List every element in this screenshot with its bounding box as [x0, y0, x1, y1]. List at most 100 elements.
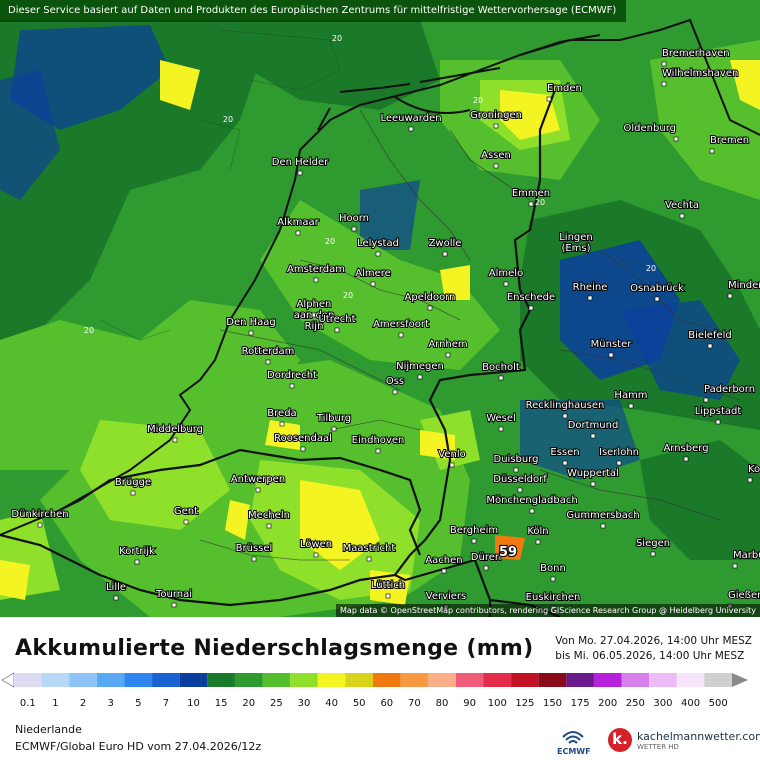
- isoline-labels: 20 20 20 20 20 20 20 20: [84, 34, 656, 335]
- city-label: Mecheln: [248, 510, 290, 521]
- scale-tick-label: 60: [380, 698, 393, 709]
- model-run-info: ECMWF/Global Euro HD vom 27.04.2026/12z: [15, 740, 262, 753]
- city-label: Bergheim: [450, 525, 498, 536]
- scale-tick-label: 125: [515, 698, 534, 709]
- city-marker-icon: [37, 522, 43, 528]
- city-aachen: Aachen: [424, 554, 464, 574]
- city-den-helder: Den Helder: [271, 156, 330, 176]
- scale-tick-label: 300: [653, 698, 672, 709]
- city-label: Hoorn: [339, 213, 369, 224]
- city-label: Groningen: [470, 110, 522, 121]
- scale-tick-label: 7: [163, 698, 169, 709]
- scale-swatch-175: [566, 673, 594, 687]
- city-almelo: Almelo: [488, 267, 524, 287]
- city-marker-icon: [297, 170, 303, 176]
- city-marker-icon: [445, 352, 451, 358]
- city-köln: Köln: [526, 525, 550, 545]
- city-marker-icon: [471, 538, 477, 544]
- city-tournai: Tournai: [154, 588, 193, 608]
- scale-tick-label: 15: [215, 698, 228, 709]
- city-label: Iserlohn: [599, 447, 639, 458]
- scale-tick-label: 10: [187, 698, 200, 709]
- city-label: Emden: [547, 83, 582, 94]
- ecmwf-disclaimer-banner: Dieser Service basiert auf Daten und Pro…: [0, 0, 627, 22]
- scale-tick-label: 500: [709, 698, 728, 709]
- ecmwf-logo: ECMWF: [557, 727, 591, 757]
- city-label: Zwolle: [429, 238, 462, 249]
- scale-swatch-10: [179, 673, 208, 687]
- city-amsterdam: Amsterdam: [286, 263, 346, 283]
- city-osnabrück: Osnabrück: [629, 282, 685, 302]
- city-marker-icon: [608, 352, 614, 358]
- city-rheine: Rheine: [572, 281, 608, 301]
- scale-swatch-250: [621, 673, 650, 687]
- city-marker-icon: [747, 477, 753, 483]
- city-label: Verviers: [426, 591, 467, 602]
- city-roosendaal: Roosendaal: [273, 432, 333, 452]
- city-marker-icon: [183, 519, 189, 525]
- scale-swatch-15: [207, 673, 235, 687]
- city-marker-icon: [313, 277, 319, 283]
- scale-swatch-25: [262, 673, 291, 687]
- city-marker-icon: [113, 595, 119, 601]
- city-löwen: Löwen: [299, 538, 333, 558]
- isolines: [99, 29, 681, 341]
- city-markers: Bremerhaven Wilhelmshaven Emden Oldenburg Br…: [10, 47, 760, 611]
- scale-right-arrow-icon: [732, 673, 748, 687]
- city-antwerpen: Antwerpen: [230, 473, 286, 493]
- scale-swatch-20: [234, 673, 263, 687]
- city-marker-icon: [442, 251, 448, 257]
- scale-tick-label: 5: [135, 698, 141, 709]
- city-marker-icon: [661, 61, 667, 67]
- scale-swatch-70: [400, 673, 429, 687]
- city-label: Hamm: [614, 390, 647, 401]
- region-name: Niederlande: [15, 723, 82, 736]
- city-marker-icon: [279, 421, 285, 427]
- city-label: Roosendaal: [274, 433, 332, 444]
- city-marker-icon: [289, 383, 295, 389]
- scale-tick-label: 100: [488, 698, 507, 709]
- city-marker-icon: [661, 81, 667, 87]
- city-label: Vechta: [665, 200, 699, 211]
- city-label: Oldenburg: [624, 123, 676, 134]
- city-label: Wesel: [486, 413, 516, 424]
- scale-swatch-1: [41, 673, 70, 687]
- city-düren: Düren: [470, 551, 502, 571]
- city-lüttich: Lüttich: [370, 579, 406, 599]
- city-marker-icon: [529, 508, 535, 514]
- city-label: Rotterdam: [242, 346, 295, 357]
- city-bocholt: Bocholt: [481, 361, 521, 381]
- city-marker-icon: [528, 305, 534, 311]
- coastline: [0, 18, 760, 536]
- city-label: Arnhem: [428, 339, 467, 350]
- city-label: Gießen: [728, 590, 760, 601]
- city-label: Siegen: [636, 538, 670, 549]
- city-marker-icon: [449, 462, 455, 468]
- scale-tick-label: 90: [463, 698, 476, 709]
- city-marker-icon: [375, 448, 381, 454]
- city-marker-icon: [683, 456, 689, 462]
- city-marker-icon: [130, 490, 136, 496]
- period-from: Von Mo. 27.04.2026, 14:00 Uhr MESZ: [555, 635, 752, 647]
- city-label: Brüssel: [236, 543, 273, 554]
- ecmwf-logo-icon: [562, 731, 584, 744]
- city-alphen-aan-den-rijn: Alphen aan den Rijn: [293, 298, 336, 333]
- precipitation-map: 20 20 20 20 20 20 20 20 Bremerhaven Wilhelmshave…: [0, 0, 760, 617]
- city-lille: Lille: [105, 581, 127, 601]
- city-marker-icon: [562, 460, 568, 466]
- city-marker-icon: [134, 559, 140, 565]
- city-kortrijk: Kortrijk: [118, 545, 156, 565]
- city-enschede: Enschede: [506, 291, 556, 311]
- scale-tick-label: 80: [436, 698, 449, 709]
- city-marker-icon: [503, 281, 509, 287]
- city-alkmaar: Alkmaar: [276, 216, 321, 236]
- city-minden: Minden: [727, 279, 760, 299]
- scale-tick-label: 25: [270, 698, 283, 709]
- city-marker-icon: [417, 374, 423, 380]
- city-label: Den Haag: [226, 317, 276, 328]
- city-marker-icon: [707, 343, 713, 349]
- city-marker-icon: [334, 327, 340, 333]
- city-label: Antwerpen: [231, 474, 285, 485]
- city-marker-icon: [483, 565, 489, 571]
- city-bielefeld: Bielefeld: [687, 329, 733, 349]
